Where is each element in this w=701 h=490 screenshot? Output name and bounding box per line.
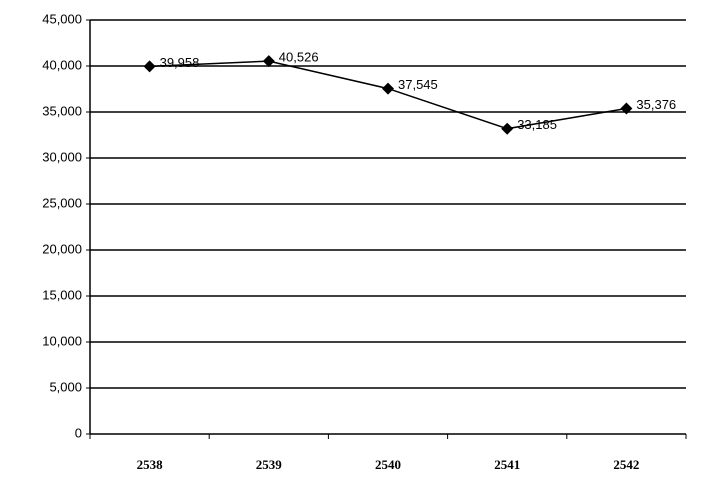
x-tick-label: 2540 bbox=[375, 457, 401, 472]
x-tick-label: 2542 bbox=[613, 457, 639, 472]
y-tick-label: 35,000 bbox=[42, 103, 82, 118]
data-label: 37,545 bbox=[398, 77, 438, 92]
y-tick-label: 45,000 bbox=[42, 11, 82, 26]
y-tick-label: 30,000 bbox=[42, 149, 82, 164]
x-tick-label: 2541 bbox=[494, 457, 520, 472]
y-tick-label: 10,000 bbox=[42, 333, 82, 348]
data-label: 40,526 bbox=[279, 50, 319, 65]
y-tick-label: 5,000 bbox=[49, 379, 82, 394]
data-label: 35,376 bbox=[636, 97, 676, 112]
data-label: 33,185 bbox=[517, 117, 557, 132]
data-label: 39,958 bbox=[160, 55, 200, 70]
y-tick-label: 40,000 bbox=[42, 57, 82, 72]
chart: 0 5,000 10,000 15,000 20,000 25,000 30,000 35,0… bbox=[0, 0, 701, 490]
marker bbox=[144, 60, 156, 72]
y-tick-label: 25,000 bbox=[42, 195, 82, 210]
x-tick-label: 2538 bbox=[137, 457, 164, 472]
y-tick-label: 20,000 bbox=[42, 241, 82, 256]
marker bbox=[501, 123, 513, 135]
marker bbox=[382, 83, 394, 95]
x-tick-label: 2539 bbox=[256, 457, 283, 472]
y-tick-label: 15,000 bbox=[42, 287, 82, 302]
y-tick-label: 0 bbox=[75, 425, 82, 440]
